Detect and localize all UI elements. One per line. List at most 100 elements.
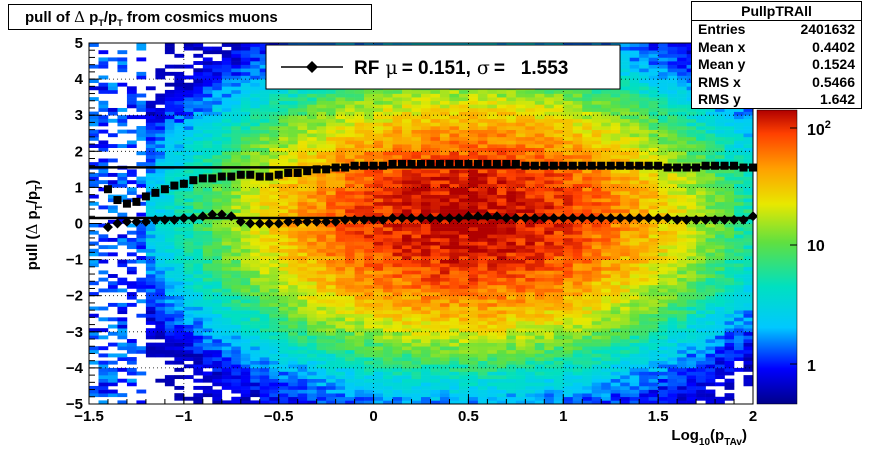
- rms-square-marker: [502, 159, 511, 168]
- y-tick-label: −3: [66, 324, 83, 341]
- rms-square-marker: [730, 161, 739, 170]
- rms-square-marker: [160, 185, 169, 194]
- x-axis-label: Log10(pTAv): [671, 427, 747, 448]
- rms-square-marker: [720, 161, 729, 170]
- rms-square-marker: [236, 170, 245, 179]
- mean-diamond-marker: [321, 216, 332, 227]
- mean-diamond-marker: [700, 214, 711, 225]
- x-tick-label: 0: [369, 408, 377, 425]
- y-tick-label: 0: [75, 216, 83, 233]
- mean-diamond-marker: [178, 213, 189, 224]
- rms-square-marker: [426, 159, 435, 168]
- stats-row-rms-y: RMS y 1.642: [698, 91, 855, 107]
- mean-diamond-marker: [207, 209, 218, 220]
- rms-square-marker: [511, 159, 520, 168]
- x-tick-label: −1.5: [74, 408, 104, 425]
- rms-square-marker: [540, 161, 549, 170]
- rms-square-marker: [587, 161, 596, 170]
- rms-square-marker: [208, 174, 217, 183]
- y-tick-label: −1: [66, 252, 83, 269]
- rms-square-marker: [303, 167, 312, 176]
- color-bar-label-10: 10: [807, 238, 825, 255]
- mean-diamond-marker: [150, 214, 161, 225]
- stats-row-entries: Entries 2401632: [698, 21, 855, 37]
- y-tick-label: −5: [66, 396, 83, 413]
- y-tick-label: 5: [75, 35, 83, 52]
- mean-diamond-marker: [169, 214, 180, 225]
- stats-title: PullpTRAll: [692, 2, 861, 21]
- heatmap-cells: [89, 43, 754, 405]
- rms-square-marker: [483, 159, 492, 168]
- rms-square-marker: [492, 159, 501, 168]
- rms-square-marker: [293, 168, 302, 177]
- mean-diamond-marker: [738, 214, 749, 225]
- color-bar-ticks: [790, 127, 797, 365]
- mean-diamond-marker: [463, 211, 474, 222]
- mean-diamond-marker: [520, 213, 531, 224]
- mean-diamond-marker: [416, 213, 426, 224]
- rms-square-marker: [568, 161, 577, 170]
- mean-diamond-marker: [691, 214, 702, 225]
- rms-square-marker: [644, 161, 653, 170]
- mean-diamond-marker: [406, 213, 417, 224]
- mean-diamond-marker: [653, 213, 664, 224]
- rms-square-marker: [132, 197, 141, 206]
- mean-diamond-marker: [273, 218, 284, 229]
- rms-square-marker: [597, 161, 606, 170]
- profile-markers: [102, 159, 758, 233]
- mean-diamond-marker: [330, 216, 341, 227]
- mean-diamond-marker: [264, 218, 275, 229]
- rms-square-marker: [198, 174, 207, 183]
- rms-square-marker: [312, 165, 321, 174]
- mean-diamond-marker: [283, 216, 294, 227]
- mean-diamond-marker: [292, 216, 303, 227]
- rms-square-marker: [417, 159, 425, 168]
- mean-diamond-marker: [368, 214, 379, 225]
- rms-square-marker: [635, 161, 644, 170]
- mean-diamond-marker: [434, 213, 445, 224]
- rms-square-marker: [379, 161, 388, 170]
- mean-diamond-marker: [397, 213, 408, 224]
- stats-row-rms-x: RMS x 0.5466: [698, 73, 855, 90]
- rms-square-marker: [711, 161, 720, 170]
- rms-square-marker: [616, 161, 625, 170]
- mean-diamond-marker: [349, 214, 360, 225]
- mean-diamond-marker: [472, 211, 483, 222]
- rms-square-marker: [578, 161, 587, 170]
- mean-diamond-marker: [615, 213, 626, 224]
- rms-square-marker: [189, 176, 198, 185]
- mean-diamond-marker: [624, 213, 635, 224]
- mean-diamond-marker: [359, 214, 370, 225]
- rms-square-marker: [663, 163, 672, 172]
- mean-diamond-marker: [501, 213, 512, 224]
- y-tick-label: 2: [75, 143, 83, 160]
- mean-diamond-marker: [567, 213, 578, 224]
- rms-square-marker: [739, 163, 748, 172]
- rms-square-marker: [284, 168, 293, 177]
- rms-square-marker: [454, 159, 463, 168]
- mean-diamond-marker: [586, 213, 597, 224]
- rms-square-marker: [122, 199, 131, 208]
- mean-diamond-marker: [510, 213, 521, 224]
- mean-diamond-marker: [529, 213, 540, 224]
- mean-diamond-marker: [302, 216, 313, 227]
- rms-square-marker: [473, 159, 482, 168]
- rms-square-marker: [113, 196, 122, 205]
- rms-square-marker: [625, 161, 634, 170]
- y-tick-label: 1: [75, 179, 83, 196]
- stats-row-mean-x: Mean x 0.4402: [698, 38, 855, 55]
- mean-diamond-marker: [558, 213, 569, 224]
- rms-square-marker: [701, 161, 710, 170]
- rms-square-marker: [227, 172, 236, 181]
- rms-square-marker: [103, 185, 112, 194]
- legend: RF μ = 0.151, σ = 1.553: [265, 44, 621, 90]
- rms-square-marker: [274, 170, 283, 179]
- rms-square-marker: [530, 161, 539, 170]
- rms-square-marker: [179, 179, 188, 188]
- legend-diamond-marker: [306, 61, 318, 73]
- rms-square-marker: [749, 163, 757, 172]
- mean-diamond-marker: [121, 216, 132, 227]
- rms-square-marker: [217, 172, 226, 181]
- rms-square-marker: [341, 163, 350, 172]
- mean-diamond-marker: [643, 213, 654, 224]
